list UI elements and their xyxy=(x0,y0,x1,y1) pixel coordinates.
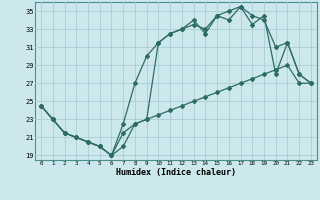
X-axis label: Humidex (Indice chaleur): Humidex (Indice chaleur) xyxy=(116,168,236,177)
